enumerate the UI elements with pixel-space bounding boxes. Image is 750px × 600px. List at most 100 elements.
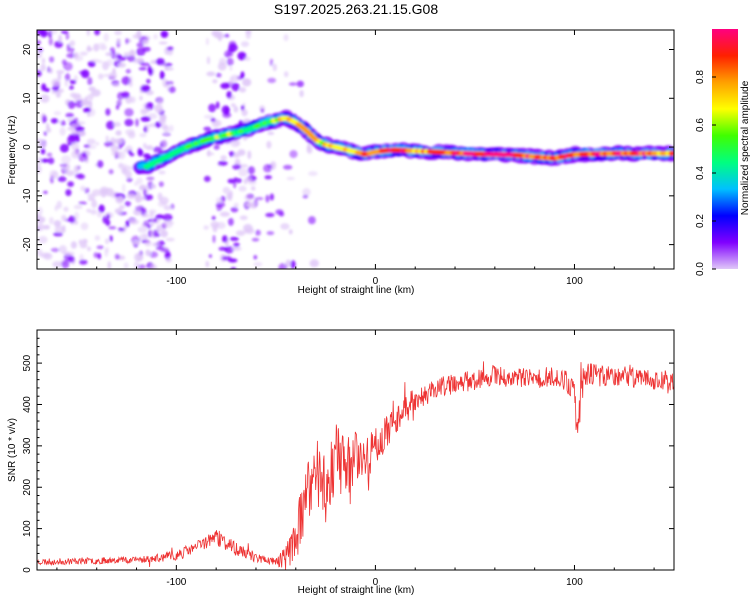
heatmap-frame [36, 29, 675, 270]
heatmap-noise-blob [152, 146, 163, 153]
heatmap-noise-blob [67, 251, 75, 256]
heatmap-noise-blob [119, 205, 125, 210]
heatmap-noise-blob [232, 164, 242, 170]
heatmap-noise-blob [53, 111, 62, 116]
heatmap-noise-blob [125, 38, 129, 45]
heatmap-noise-blob [283, 164, 293, 170]
heatmap-noise-blob [213, 144, 220, 150]
heatmap-noise-blob [168, 124, 174, 132]
heatmap-noise-blob [114, 30, 122, 36]
heatmap-noise-blob [124, 201, 131, 207]
heatmap-noise-blob [163, 124, 170, 134]
heatmap-noise-blob [168, 86, 176, 93]
heatmap-noise-blob [61, 250, 70, 255]
heatmap-noise-blob [114, 192, 121, 198]
heatmap-noise-blob [216, 221, 226, 230]
heatmap-noise-blob [260, 108, 265, 113]
heatmap-noise-blob [105, 135, 109, 142]
heatmap-noise-blob [244, 227, 255, 234]
heatmap-noise-blob [242, 78, 252, 87]
heatmap-noise-blob [78, 131, 86, 137]
heatmap-noise-blob [90, 58, 100, 63]
heatmap-noise-blob [147, 102, 153, 108]
heatmap-noise-blob [211, 215, 216, 221]
heatmap-noise-blob [253, 261, 263, 267]
heatmap-noise-blob [87, 144, 97, 150]
heatmap-noise-blob [212, 79, 218, 84]
heatmap-noise-blob [230, 103, 236, 108]
heatmap-noise-blob [210, 117, 216, 122]
heatmap-noise-blob [226, 91, 232, 99]
heatmap-noise-blob [155, 214, 165, 219]
heatmap-noise-blob [59, 143, 69, 153]
heatmap-noise-blob [87, 93, 94, 101]
heatmap-noise-blob [308, 171, 318, 177]
heatmap-noise-blob [164, 66, 168, 71]
heatmap-noise-blob [57, 72, 62, 81]
heatmap-noise-blob [91, 189, 102, 197]
heatmap-noise-blob [205, 260, 210, 268]
heatmap-noise-blob [235, 230, 246, 237]
heatmap-noise-blob [233, 242, 240, 247]
heatmap-noise-blob [49, 56, 55, 63]
heatmap-noise-blob [46, 152, 53, 157]
heatmap-noise-blob [283, 34, 289, 42]
heatmap-noise-blob [156, 240, 166, 247]
heatmap-noise-blob [145, 249, 151, 257]
heatmap-noise-blob [211, 30, 219, 37]
heatmap-noise-blob [162, 132, 171, 137]
heatmap-noise-blob [149, 263, 158, 269]
heatmap-noise-blob [115, 195, 124, 204]
heatmap-x-tick-label: -100 [166, 276, 186, 287]
heatmap-noise-blob [133, 241, 141, 245]
heatmap-noise-blob [80, 185, 86, 192]
colorbar-tick-label: 0.4 [695, 166, 706, 180]
heatmap-noise-blob [216, 197, 222, 204]
heatmap-noise-blob [136, 177, 143, 185]
heatmap-noise-blob [56, 70, 65, 74]
heatmap-noise-blob [47, 66, 51, 73]
heatmap-noise-blob [144, 240, 152, 247]
heatmap-noise-blob [158, 118, 166, 125]
heatmap-noise-blob [290, 260, 296, 269]
heatmap-noise-blob [83, 107, 91, 113]
heatmap-noise-blob [116, 54, 122, 60]
heatmap-noise-blob [37, 47, 43, 53]
heatmap-ridge-core [668, 150, 674, 156]
heatmap-noise-blob [66, 43, 71, 53]
heatmap-noise-blob [37, 223, 45, 231]
heatmap-noise-blob [74, 220, 78, 225]
heatmap-noise-blob [113, 122, 121, 127]
heatmap-noise-blob [269, 58, 274, 67]
heatmap-noise-blob [165, 81, 174, 85]
heatmap-noise-blob [115, 105, 120, 110]
heatmap-y-tick-label: 0 [22, 144, 33, 150]
heatmap-noise-blob [93, 252, 99, 258]
heatmap-noise-blob [100, 189, 107, 198]
heatmap-noise-blob [269, 193, 274, 201]
heatmap-noise-blob [229, 66, 233, 71]
heatmap-noise-blob [49, 170, 58, 178]
heatmap-noise-blob [126, 177, 133, 183]
snr-x-axis-label: Height of straight line (km) [298, 585, 415, 596]
heatmap-noise-blob [112, 83, 121, 87]
heatmap-noise-blob [71, 150, 80, 159]
heatmap-noise-blob [288, 82, 297, 86]
heatmap-noise-blob [90, 209, 97, 215]
heatmap-noise-blob [266, 231, 275, 236]
heatmap-noise-blob [139, 186, 146, 190]
heatmap-noise-blob [73, 204, 83, 210]
snr-x-tick-label: 100 [566, 577, 583, 588]
heatmap-noise-blob [94, 30, 100, 36]
heatmap-noise-blob [135, 57, 144, 63]
heatmap-noise-blob [146, 78, 151, 84]
heatmap-noise-blob [48, 37, 53, 46]
heatmap-noise-blob [246, 202, 256, 208]
heatmap-noise-blob [244, 56, 251, 62]
heatmap-noise-blob [217, 160, 228, 166]
heatmap-noise-blob [226, 57, 234, 66]
heatmap-noise-blob [121, 91, 130, 99]
heatmap-noise-blob [70, 241, 77, 249]
heatmap-noise-blob [220, 155, 227, 161]
